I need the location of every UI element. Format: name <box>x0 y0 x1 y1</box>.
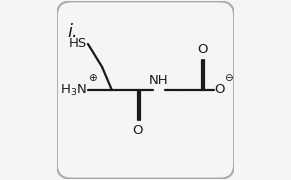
Text: O: O <box>132 124 143 137</box>
Text: i.: i. <box>68 23 78 41</box>
Text: H$_3$N: H$_3$N <box>60 82 87 98</box>
Text: HS: HS <box>69 37 87 50</box>
Text: O: O <box>215 83 225 96</box>
Text: $\oplus$: $\oplus$ <box>88 72 98 83</box>
Text: NH: NH <box>149 74 168 87</box>
FancyBboxPatch shape <box>57 1 234 179</box>
Text: $\ominus$: $\ominus$ <box>224 72 234 83</box>
Text: O: O <box>197 43 207 56</box>
